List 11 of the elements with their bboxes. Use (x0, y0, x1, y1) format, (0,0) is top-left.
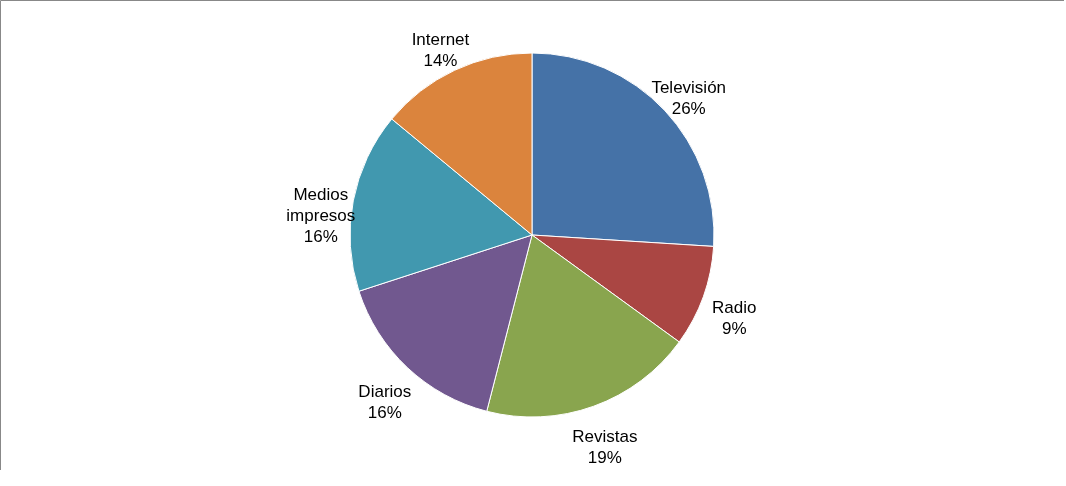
slice-label: Diarios (358, 381, 412, 401)
slice-label: Radio (712, 297, 757, 317)
data-label: 14% (423, 51, 458, 71)
slice-label: Internet (411, 30, 470, 50)
data-label: 16% (367, 402, 402, 422)
slice-label: Televisión (651, 77, 727, 97)
data-label: 19% (587, 448, 622, 468)
slice-label: Revistas (572, 427, 638, 447)
data-label: 26% (671, 98, 706, 118)
data-label: 9% (722, 318, 747, 338)
data-label: 16% (303, 226, 338, 246)
